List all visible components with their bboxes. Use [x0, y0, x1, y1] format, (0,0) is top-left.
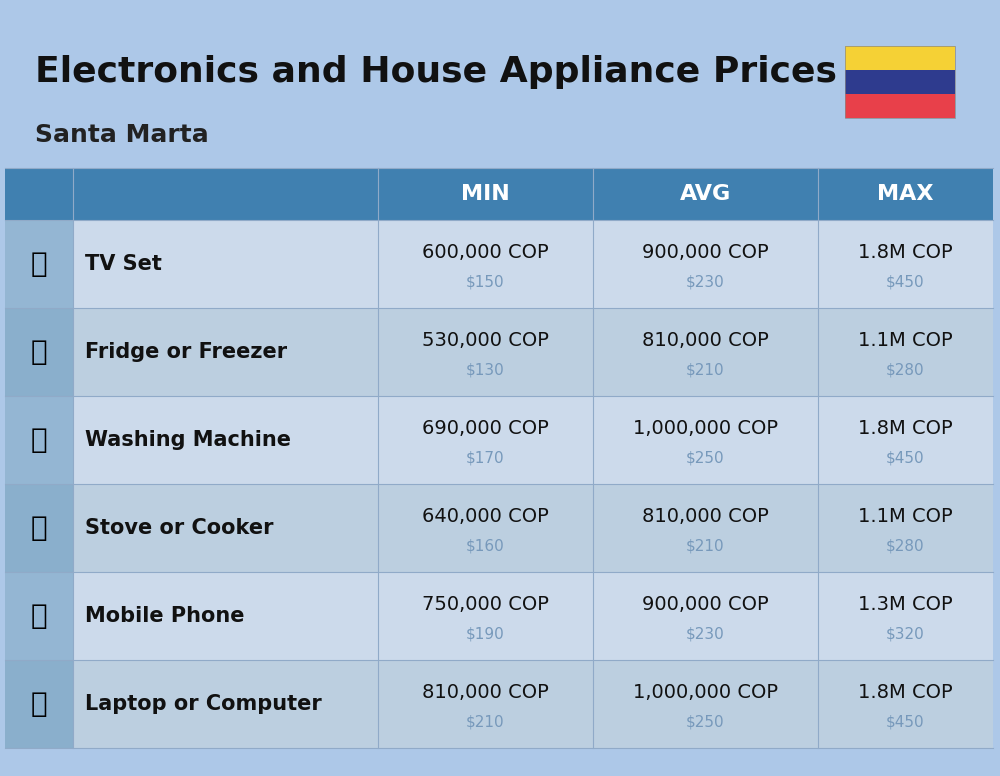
Text: 🧺: 🧺 — [31, 426, 47, 454]
Text: Washing Machine: Washing Machine — [85, 430, 291, 450]
Text: 1.8M COP: 1.8M COP — [858, 683, 953, 702]
Text: 900,000 COP: 900,000 COP — [642, 595, 769, 614]
Text: MAX: MAX — [877, 184, 934, 204]
Bar — [845, 46, 955, 70]
Text: Laptop or Computer: Laptop or Computer — [85, 694, 322, 714]
Text: $160: $160 — [466, 538, 505, 553]
Text: 530,000 COP: 530,000 COP — [422, 331, 549, 350]
Text: $450: $450 — [886, 274, 925, 289]
Text: 📱: 📱 — [31, 602, 47, 630]
Bar — [5, 660, 993, 748]
Text: 📺: 📺 — [31, 250, 47, 278]
Text: $230: $230 — [686, 626, 725, 641]
Text: $170: $170 — [466, 450, 505, 465]
Text: 1.3M COP: 1.3M COP — [858, 595, 953, 614]
Bar — [5, 168, 993, 748]
Text: 900,000 COP: 900,000 COP — [642, 243, 769, 262]
Bar — [818, 168, 993, 220]
Text: $210: $210 — [466, 714, 505, 729]
Bar — [5, 308, 73, 396]
Text: MIN: MIN — [461, 184, 510, 204]
Text: 1.8M COP: 1.8M COP — [858, 243, 953, 262]
Text: $320: $320 — [886, 626, 925, 641]
Text: Santa Marta: Santa Marta — [35, 123, 209, 147]
Text: $130: $130 — [466, 362, 505, 377]
Bar — [593, 168, 818, 220]
Text: 🍳: 🍳 — [31, 514, 47, 542]
Text: $250: $250 — [686, 714, 725, 729]
Text: TV Set: TV Set — [85, 254, 162, 274]
Text: $230: $230 — [686, 274, 725, 289]
Text: AVG: AVG — [680, 184, 731, 204]
Bar — [5, 484, 73, 572]
Text: 1,000,000 COP: 1,000,000 COP — [633, 419, 778, 438]
Text: 810,000 COP: 810,000 COP — [642, 507, 769, 526]
Text: $450: $450 — [886, 714, 925, 729]
Bar — [5, 220, 993, 308]
Bar — [5, 660, 73, 748]
Text: 810,000 COP: 810,000 COP — [642, 331, 769, 350]
Text: 🧊: 🧊 — [31, 338, 47, 366]
Text: 💻: 💻 — [31, 690, 47, 718]
Text: $190: $190 — [466, 626, 505, 641]
Bar — [5, 572, 993, 660]
Bar — [378, 168, 593, 220]
Text: $250: $250 — [686, 450, 725, 465]
Bar — [845, 46, 955, 118]
Bar — [5, 572, 73, 660]
Text: 750,000 COP: 750,000 COP — [422, 595, 549, 614]
Bar — [5, 308, 993, 396]
Bar — [73, 168, 378, 220]
Text: 1,000,000 COP: 1,000,000 COP — [633, 683, 778, 702]
Text: $450: $450 — [886, 450, 925, 465]
Text: 1.8M COP: 1.8M COP — [858, 419, 953, 438]
Text: Mobile Phone: Mobile Phone — [85, 606, 244, 626]
Bar — [5, 396, 993, 484]
Bar — [5, 396, 73, 484]
Bar — [5, 484, 993, 572]
Bar — [845, 70, 955, 94]
Text: 810,000 COP: 810,000 COP — [422, 683, 549, 702]
Bar — [845, 94, 955, 118]
Text: 1.1M COP: 1.1M COP — [858, 507, 953, 526]
Text: Fridge or Freezer: Fridge or Freezer — [85, 342, 287, 362]
Text: 690,000 COP: 690,000 COP — [422, 419, 549, 438]
Text: Stove or Cooker: Stove or Cooker — [85, 518, 274, 538]
Text: 600,000 COP: 600,000 COP — [422, 243, 549, 262]
Text: Electronics and House Appliance Prices: Electronics and House Appliance Prices — [35, 55, 837, 89]
Text: $210: $210 — [686, 362, 725, 377]
Text: $280: $280 — [886, 362, 925, 377]
Bar — [5, 168, 73, 220]
Text: $210: $210 — [686, 538, 725, 553]
Text: $280: $280 — [886, 538, 925, 553]
Text: 1.1M COP: 1.1M COP — [858, 331, 953, 350]
Bar — [5, 220, 73, 308]
Text: 640,000 COP: 640,000 COP — [422, 507, 549, 526]
Text: $150: $150 — [466, 274, 505, 289]
